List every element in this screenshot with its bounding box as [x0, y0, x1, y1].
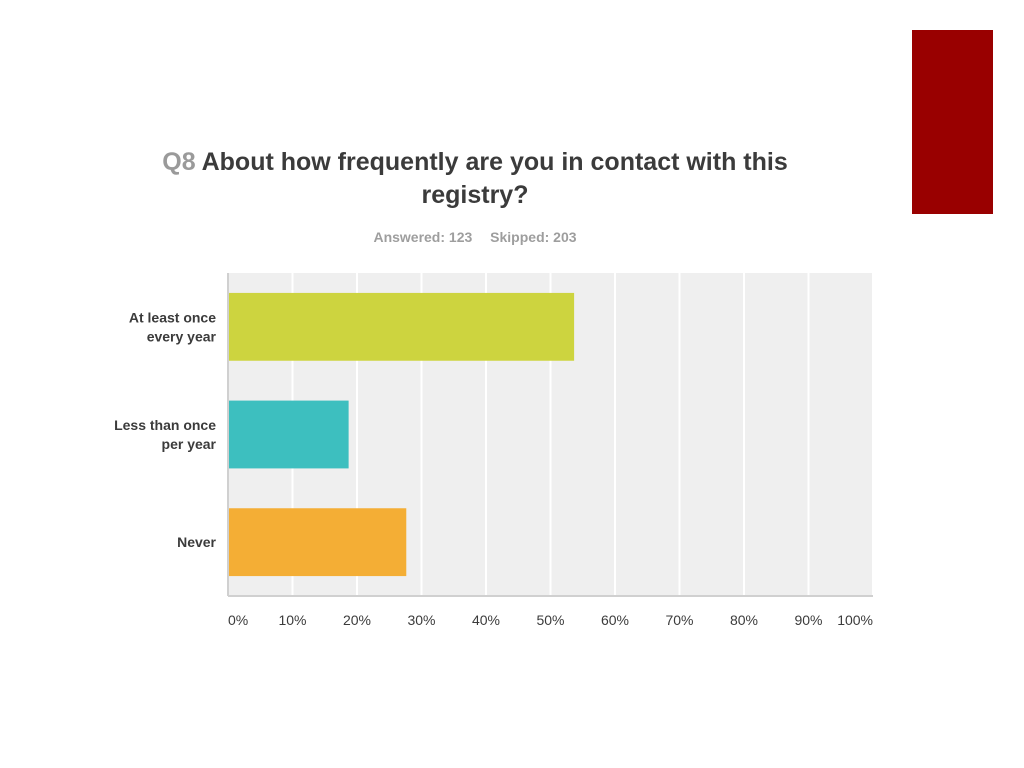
chart-title: Q8 About how frequently are you in contac…	[150, 146, 800, 212]
x-tick-label: 20%	[343, 612, 371, 628]
bar	[229, 292, 575, 361]
x-tick-label: 10%	[278, 612, 306, 628]
question-text: About how frequently are you in contact …	[201, 148, 788, 209]
x-tick-label: 50%	[536, 612, 564, 628]
bar	[229, 400, 349, 469]
x-tick-label: 100%	[837, 612, 873, 628]
x-tick-label: 90%	[794, 612, 822, 628]
slide-accent-block	[912, 30, 993, 214]
answered-count: Answered: 123	[373, 229, 473, 245]
x-tick-label: 60%	[601, 612, 629, 628]
category-label: At least once every year	[129, 309, 217, 344]
skipped-count: Skipped: 203	[490, 229, 577, 245]
category-label: Never	[177, 534, 216, 550]
x-tick-label: 0%	[228, 612, 248, 628]
category-labels: At least once every year Less than once per…	[114, 309, 216, 550]
x-tick-label: 80%	[730, 612, 758, 628]
bar	[229, 508, 407, 577]
x-tick-label: 30%	[407, 612, 435, 628]
x-axis-ticks: 0% 10% 20% 30% 40% 50% 60% 70% 80% 90% 100%	[228, 612, 873, 628]
x-tick-label: 70%	[665, 612, 693, 628]
category-label: Less than once per year	[114, 417, 216, 452]
x-tick-label: 40%	[472, 612, 500, 628]
question-number: Q8	[162, 148, 196, 176]
bars	[229, 292, 575, 577]
response-stats: Answered: 123 Skipped: 203	[150, 229, 800, 245]
